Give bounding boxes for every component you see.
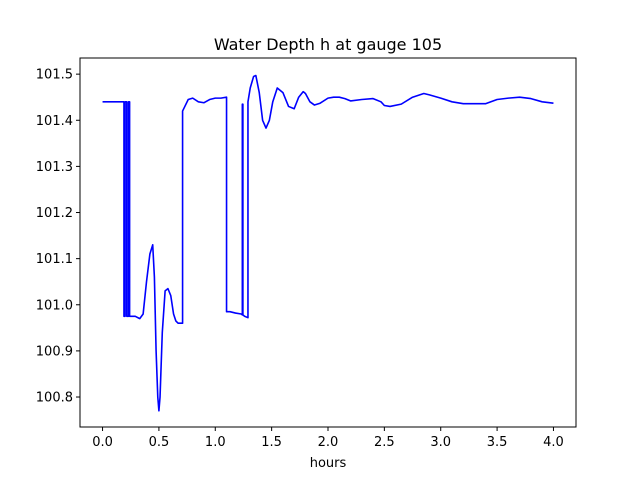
y-tick-label: 100.8 [36,391,73,406]
x-axis-ticks: 0.0 0.5 1.0 1.5 2.0 2.5 3.0 3.5 4.0 [92,427,564,450]
x-tick-label: 0.0 [92,435,113,450]
y-tick-label: 101.4 [36,114,73,129]
chart-title: Water Depth h at gauge 105 [214,35,442,54]
y-tick-label: 101.1 [36,252,73,267]
x-tick-label: 0.5 [149,435,170,450]
x-tick-label: 3.5 [487,435,508,450]
x-tick-label: 2.0 [318,435,339,450]
y-tick-label: 101.5 [36,68,73,83]
x-tick-label: 4.0 [543,435,564,450]
x-tick-label: 1.0 [205,435,226,450]
y-tick-label: 101.3 [36,160,73,175]
y-tick-label: 101.0 [36,298,73,313]
x-tick-label: 1.5 [261,435,282,450]
y-tick-label: 101.2 [36,206,73,221]
plot-frame [79,57,577,428]
x-tick-label: 2.5 [374,435,395,450]
series-layer [102,74,554,412]
x-tick-label: 3.0 [430,435,451,450]
series-line [102,74,554,412]
y-axis-ticks: 100.8 100.9 101.0 101.1 101.2 101.3 101.4 101.5 [36,68,80,406]
x-axis-label: hours [310,456,347,471]
y-tick-label: 100.9 [36,344,73,359]
